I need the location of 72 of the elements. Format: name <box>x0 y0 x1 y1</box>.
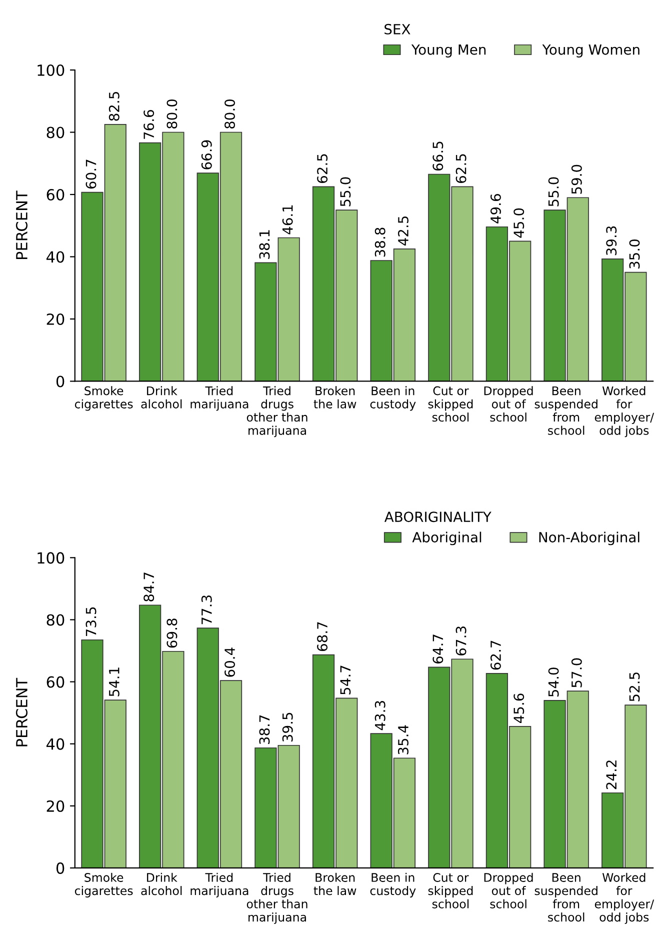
legend-label: Young Women <box>542 44 640 58</box>
x-tick-label: Smoke cigarettes <box>74 872 133 898</box>
y-tick-label: 0 <box>56 376 64 388</box>
x-tick-label: Dropped out of school <box>484 872 533 908</box>
y-tick-label: 60 <box>46 188 64 201</box>
data-label: 38.1 <box>259 230 270 259</box>
data-label: 62.5 <box>456 154 466 183</box>
x-tick-label: Drink alcohol <box>141 386 182 408</box>
data-label: 62.5 <box>317 154 328 183</box>
legend-title: ABORIGINALITY <box>384 512 492 522</box>
y-tick-label: 40 <box>46 251 64 263</box>
y-tick-label: 0 <box>56 862 64 874</box>
data-label: 82.5 <box>108 92 120 121</box>
y-axis-title: PERCENT <box>16 678 28 746</box>
data-label: 62.7 <box>490 640 501 670</box>
data-label: 66.5 <box>432 142 444 171</box>
data-label: 80.0 <box>166 99 178 129</box>
x-tick-label: Smoke cigarettes <box>74 386 133 411</box>
data-label: 55.0 <box>340 177 351 206</box>
data-label: 45.0 <box>514 208 524 238</box>
data-label: 49.6 <box>490 194 501 224</box>
data-label: 52.5 <box>629 672 640 702</box>
data-label: 54.7 <box>340 666 351 694</box>
data-label: 38.8 <box>374 228 386 257</box>
x-tick-label: Been in custody <box>370 872 416 898</box>
data-label: 35.4 <box>398 725 408 754</box>
x-tick-label: Drink alcohol <box>141 872 182 896</box>
data-label: 57.0 <box>571 658 582 688</box>
data-label: 55.0 <box>548 177 559 206</box>
x-tick-label: Been in custody <box>370 386 416 411</box>
x-tick-label: Cut or skipped school <box>428 873 473 908</box>
data-label: 38.7 <box>259 715 270 744</box>
data-label: 64.7 <box>432 634 444 664</box>
y-tick-label: 100 <box>38 552 64 564</box>
data-label: 66.9 <box>201 140 212 170</box>
data-label: 80.0 <box>224 99 236 129</box>
data-label: 39.3 <box>606 226 617 256</box>
legend-label: Non-Aboriginal <box>539 532 640 546</box>
data-label: 68.7 <box>317 622 328 652</box>
x-tick-label: Broken the law <box>314 872 356 896</box>
data-label: 46.1 <box>282 205 293 234</box>
x-tick-label: Broken the law <box>314 386 356 408</box>
data-label: 84.7 <box>144 572 154 602</box>
data-label: 59.0 <box>571 164 582 194</box>
legend-label: Young Men <box>411 44 486 58</box>
data-label: 35.0 <box>629 240 640 268</box>
data-label: 42.5 <box>398 216 408 246</box>
data-label: 39.5 <box>282 712 293 742</box>
y-tick-label: 60 <box>46 676 64 688</box>
legend-label: Aboriginal <box>412 532 482 546</box>
x-tick-label: Cut or skipped school <box>428 386 473 422</box>
data-label: 60.7 <box>86 160 96 189</box>
data-label: 60.4 <box>224 648 236 677</box>
y-tick-label: 40 <box>46 738 64 750</box>
data-label: 54.1 <box>109 668 120 696</box>
data-label: 76.6 <box>144 110 154 139</box>
data-label: 45.6 <box>514 694 524 724</box>
x-tick-label: Dropped out of school <box>484 386 533 422</box>
data-label: 54.0 <box>548 668 559 697</box>
data-label: 67.3 <box>456 626 466 656</box>
data-label: 73.5 <box>86 607 96 636</box>
y-tick-label: 20 <box>46 313 64 326</box>
y-axis-title: PERCENT <box>16 190 28 260</box>
y-tick-label: 80 <box>46 614 64 626</box>
data-label: 77.3 <box>201 596 212 624</box>
data-label: 24.2 <box>606 760 616 790</box>
data-label: 69.8 <box>166 618 178 648</box>
y-tick-label: 100 <box>38 64 64 76</box>
y-tick-label: 80 <box>46 126 64 138</box>
y-tick-label: 20 <box>46 800 64 812</box>
legend-title: SEX <box>384 24 410 34</box>
data-label: 43.3 <box>374 701 386 730</box>
